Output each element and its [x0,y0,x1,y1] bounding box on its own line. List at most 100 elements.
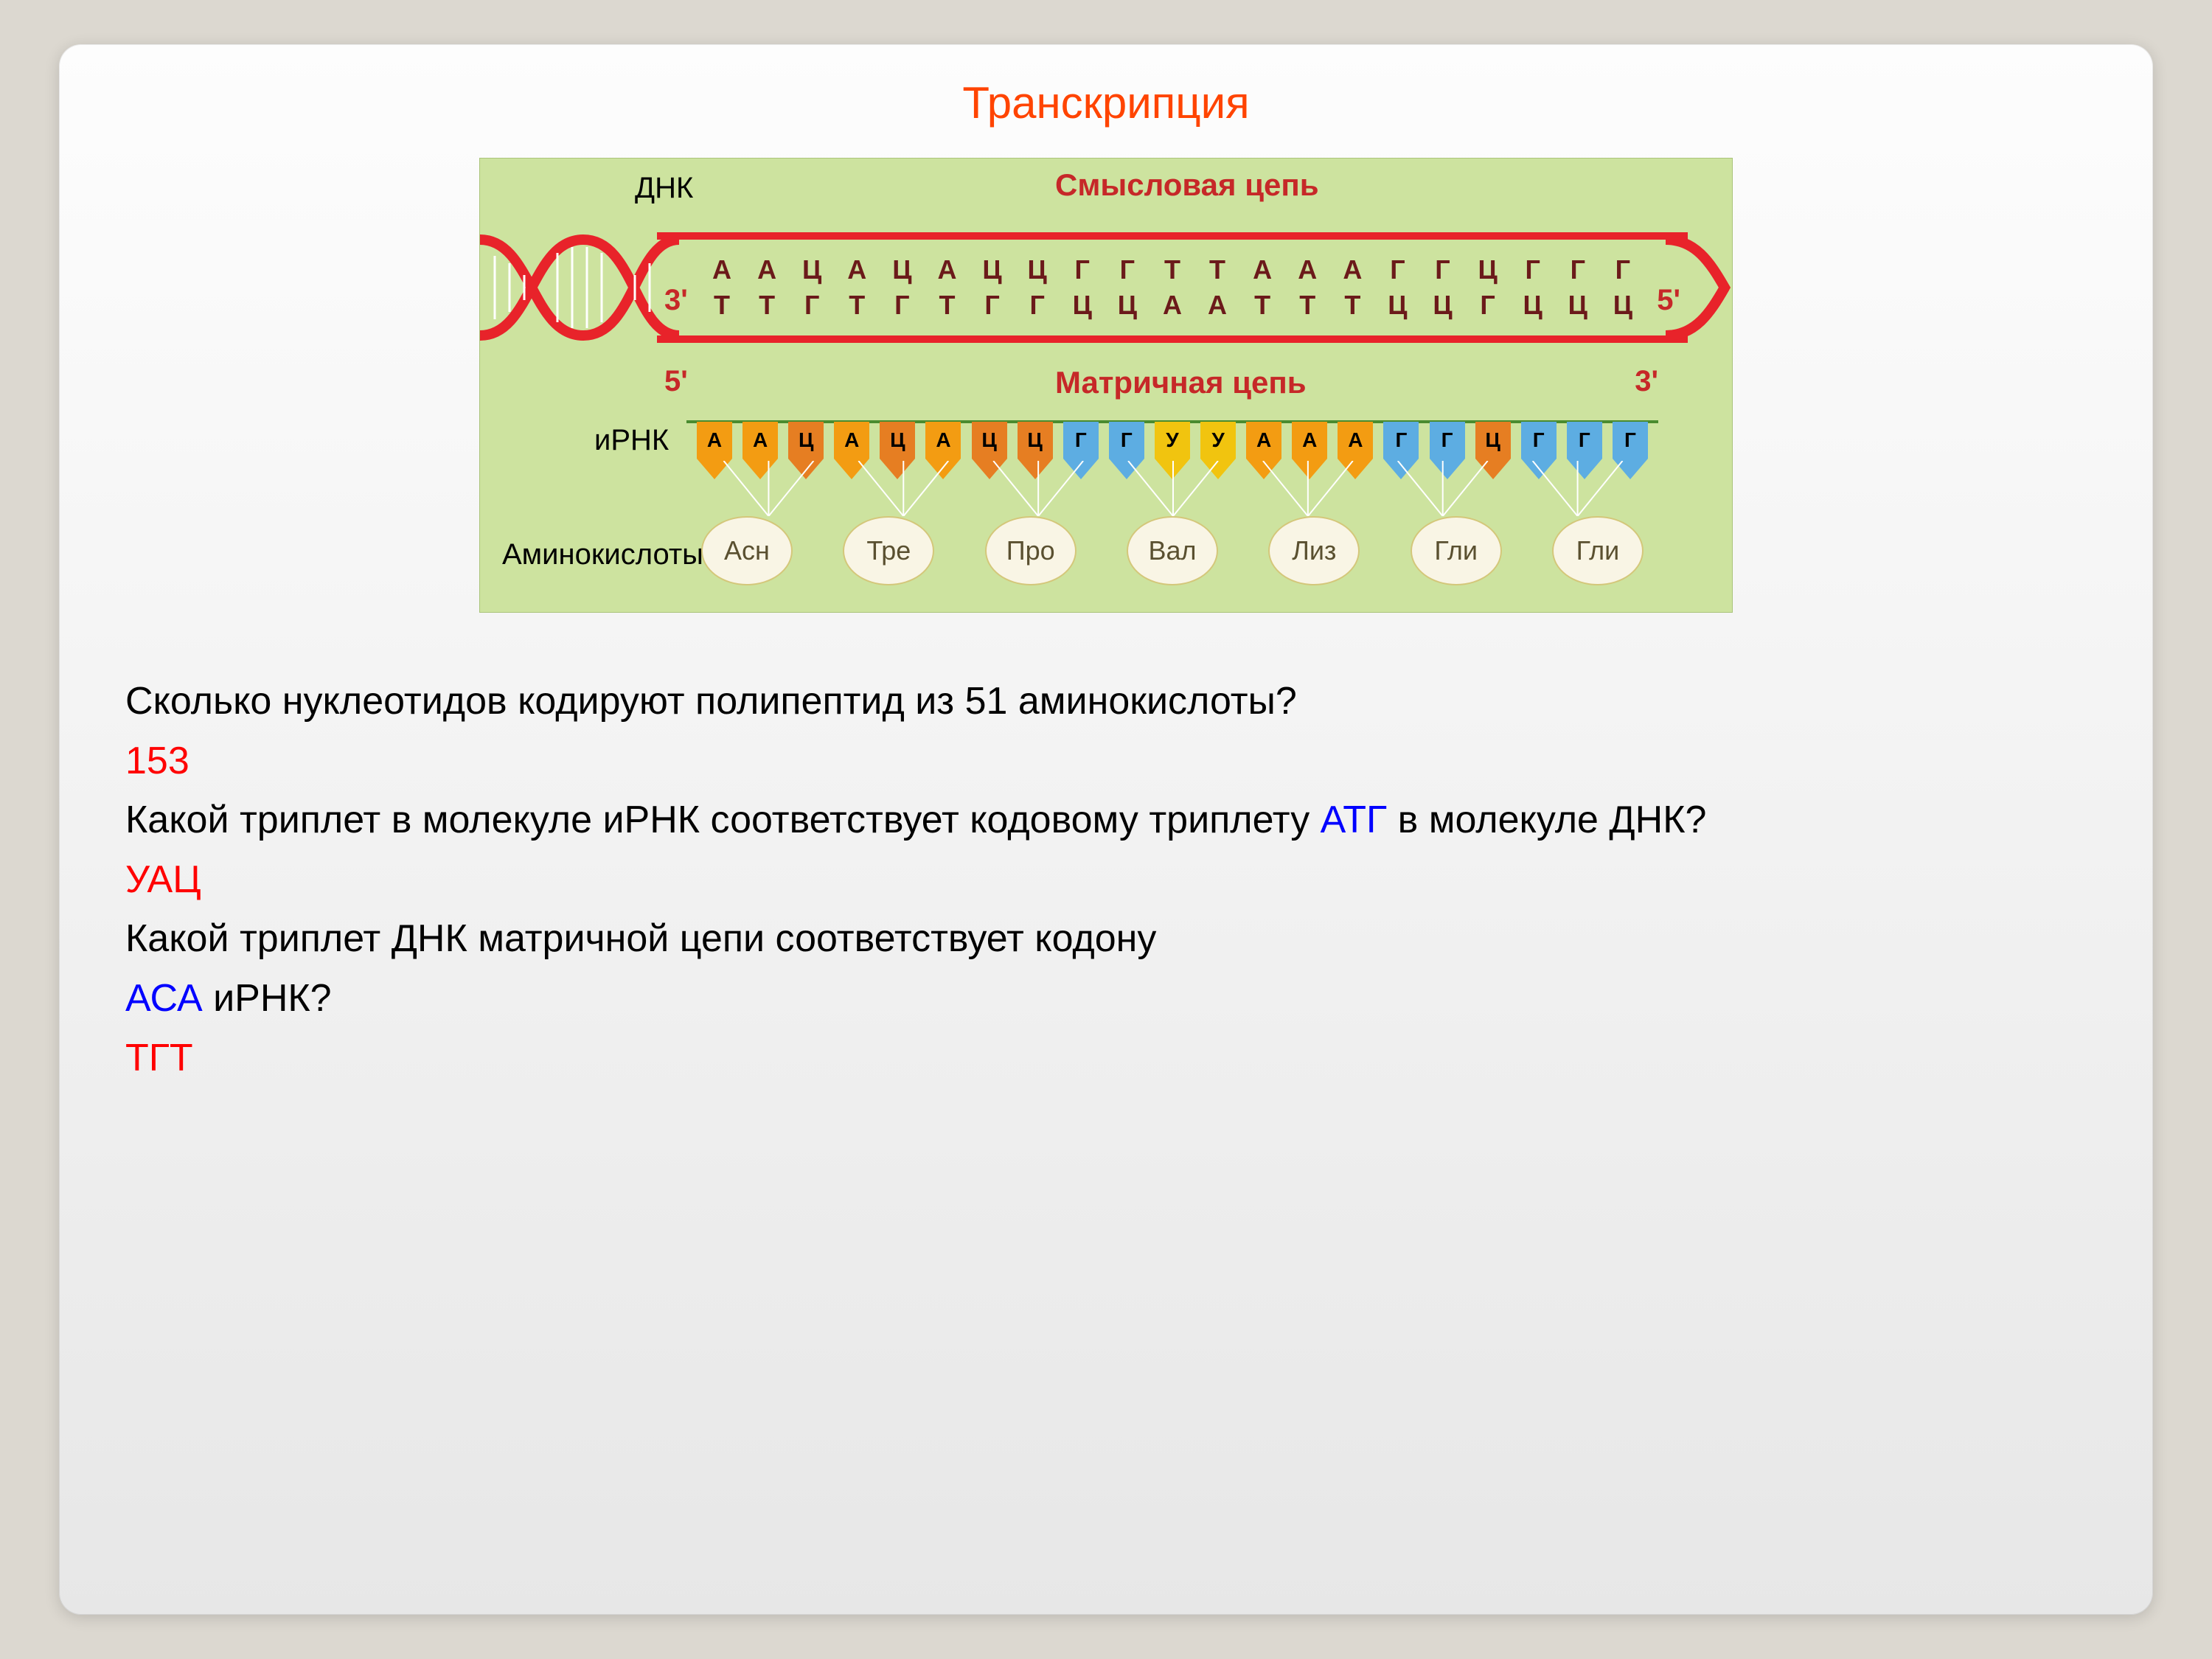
end-3prime-right: 3' [1635,365,1658,398]
sense-strand-sequence: ААЦАЦАЦЦГГТТАААГГЦГГГ [701,254,1644,285]
mrna-nucleotide: Г [1106,422,1147,479]
amino-acids-container: АснТреПроВалЛизГлиГли [701,516,1644,585]
amino-acids-row: Аминокислоты АснТреПроВалЛизГлиГли [480,494,1732,612]
mrna-nucleotide: Ц [1472,422,1514,479]
mrna-nucleotide: А [694,422,735,479]
nucleotide: Ц [791,254,832,285]
nucleotide: Т [1287,290,1328,321]
q3-text-2: иРНК? [203,977,332,1020]
mrna-nucleotide: Ц [1015,422,1056,479]
answer-2: УАЦ [125,850,2087,910]
nucleotide: А [701,254,742,285]
nucleotide: Г [1602,254,1644,285]
diagram-top-row: ДНК Смысловая цепь [480,159,1732,210]
amino-acid: Асн [701,516,793,585]
mrna-nucleotide: Ц [969,422,1010,479]
dna-top-bar [657,232,1688,240]
nucleotide: Ц [881,254,922,285]
dna-helix-end-icon [1666,210,1739,365]
sense-chain-label: Смысловая цепь [1055,167,1319,203]
nucleotide: Г [1557,254,1599,285]
nucleotide: Ц [1062,290,1103,321]
nucleotide: Ц [972,254,1013,285]
nucleotide: Т [926,290,967,321]
dnk-label: ДНК [635,172,693,205]
q2-text-1: Какой триплет в молекуле иРНК соответств… [125,799,1321,841]
amino-acid: Вал [1127,516,1218,585]
nucleotide: А [836,254,877,285]
nucleotide: А [1152,290,1193,321]
q2-text-2: в молекуле ДНК? [1387,799,1706,841]
mrna-nucleotide: Г [1610,422,1651,479]
mrna-row: иРНК ААЦАЦАЦЦГГУУАААГГЦГГГ [480,406,1732,494]
nucleotide: А [1197,290,1238,321]
dna-bottom-bar [657,335,1688,343]
amino-acid: Гли [1411,516,1502,585]
nucleotide: Т [1152,254,1193,285]
dna-helix-icon [473,210,679,365]
nucleotide: Ц [1377,290,1418,321]
nucleotide: А [1287,254,1328,285]
nucleotide: Ц [1017,254,1058,285]
mrna-nucleotide: Г [1564,422,1605,479]
slide-card: Транскрипция ДНК Смысловая цепь [59,44,2153,1615]
nucleotide: Ц [1467,254,1509,285]
nucleotide: Г [1377,254,1418,285]
questions-block: Сколько нуклеотидов кодируют полипептид … [125,672,2087,1088]
amino-acid: Тре [843,516,934,585]
template-strand-sequence: ТТГТГТГГЦЦААТТТЦЦГЦЦЦ [701,290,1644,321]
nucleotide: Ц [1557,290,1599,321]
nucleotide: Т [746,290,787,321]
nucleotide: Т [1332,290,1373,321]
nucleotide: Г [791,290,832,321]
slide-title: Транскрипция [59,77,2153,128]
nucleotide: А [746,254,787,285]
amino-acids-label: Аминокислоты [502,538,703,571]
nucleotide: А [1242,254,1283,285]
nucleotide: Г [881,290,922,321]
nucleotide: Т [1197,254,1238,285]
q3-codon: АСА [125,977,203,1020]
mrna-nucleotide: А [831,422,872,479]
nucleotide: Ц [1107,290,1148,321]
answer-1: 153 [125,731,2087,791]
end-3prime-left: 3' [664,284,688,317]
nucleotide: Г [1422,254,1464,285]
mrna-nucleotide: У [1152,422,1193,479]
nucleotide: Ц [1512,290,1554,321]
mrna-nucleotide: Г [1060,422,1102,479]
end-5prime-left: 5' [664,365,688,398]
nucleotide: Т [1242,290,1283,321]
nucleotide: Г [1017,290,1058,321]
template-chain-label: Матричная цепь [1055,365,1307,400]
nucleotide: Г [1467,290,1509,321]
dna-strands-area: 3' 5' ААЦАЦАЦЦГГТТАААГГЦГГГ ТТГТГТГГЦЦАА… [480,210,1732,365]
question-3-line2: АСА иРНК? [125,969,2087,1029]
nucleotide: Ц [1422,290,1464,321]
answer-3: ТГТ [125,1029,2087,1088]
mrna-nucleotide: А [1243,422,1284,479]
mrna-nucleotide: Г [1380,422,1422,479]
mrna-nucleotide: Г [1427,422,1468,479]
amino-acid: Лиз [1268,516,1360,585]
mrna-nucleotide: Ц [877,422,918,479]
mrna-label: иРНК [594,424,669,457]
mrna-nucleotide: А [1335,422,1376,479]
nucleotide: Ц [1602,290,1644,321]
question-1: Сколько нуклеотидов кодируют полипептид … [125,672,2087,731]
nucleotide: Т [701,290,742,321]
mrna-nucleotide: А [1289,422,1330,479]
mrna-nucleotide: Ц [785,422,827,479]
mrna-nucleotide: Г [1518,422,1559,479]
question-3-line1: Какой триплет ДНК матричной цепи соответ… [125,909,2087,969]
nucleotide: Т [836,290,877,321]
nucleotide: А [1332,254,1373,285]
template-label-row: 5' Матричная цепь 3' [480,365,1732,406]
nucleotide: Г [972,290,1013,321]
transcription-diagram: ДНК Смысловая цепь 3' 5' [479,158,1733,613]
nucleotide: Г [1107,254,1148,285]
mrna-nucleotide: А [922,422,964,479]
question-2: Какой триплет в молекуле иРНК соответств… [125,790,2087,850]
nucleotide: А [926,254,967,285]
mrna-sequence: ААЦАЦАЦЦГГУУАААГГЦГГГ [694,422,1651,479]
